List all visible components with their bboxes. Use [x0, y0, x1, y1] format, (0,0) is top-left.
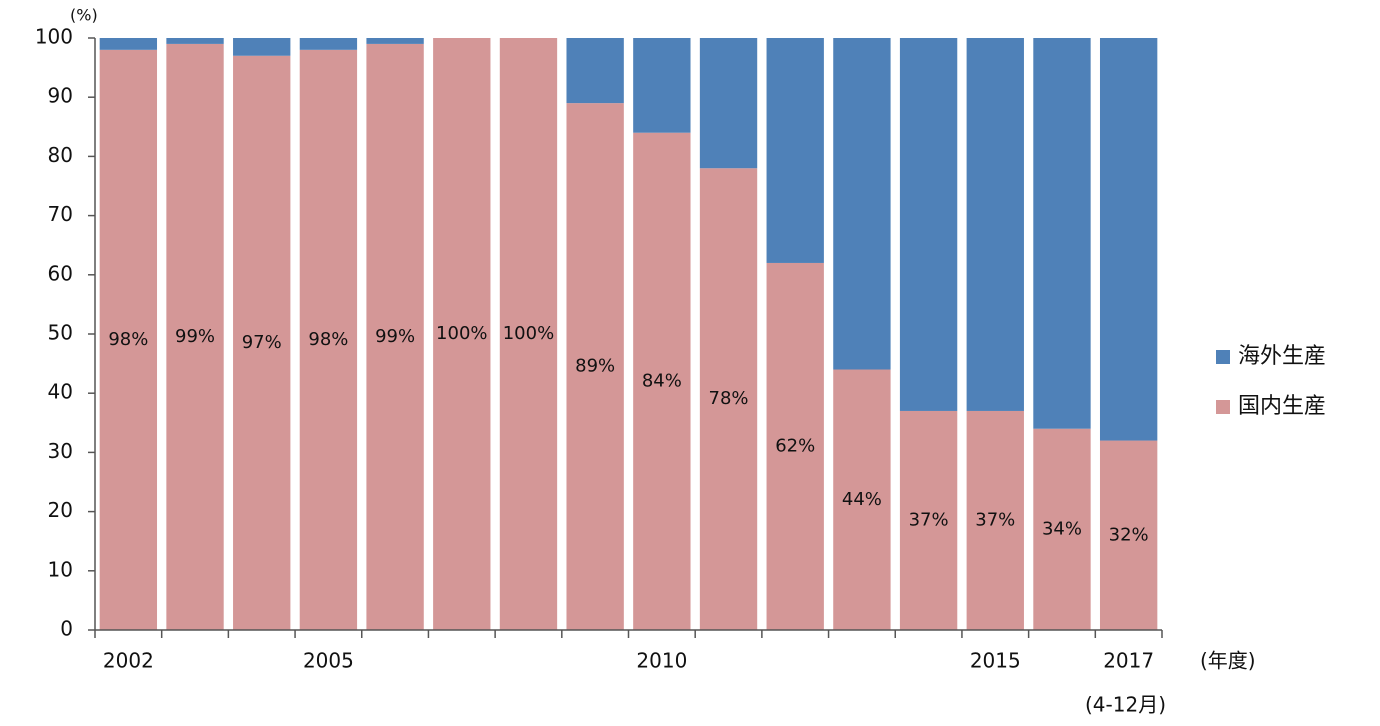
bar-segment [766, 38, 824, 263]
bar-segment [433, 38, 491, 630]
x-tick-label: 2010 [636, 649, 687, 673]
data-label: 100% [503, 323, 554, 344]
legend-swatch [1216, 400, 1230, 414]
bar-segment [166, 38, 224, 44]
data-label: 78% [709, 388, 749, 409]
bar-segment [499, 38, 558, 630]
data-label: 98% [108, 329, 148, 350]
data-label: 99% [175, 326, 215, 347]
y-tick-label: 30 [48, 439, 73, 463]
data-label: 84% [642, 370, 682, 391]
bar-segment [233, 38, 291, 56]
bar-segment [1033, 38, 1091, 429]
data-label: 37% [975, 509, 1015, 530]
y-tick-label: 90 [48, 84, 73, 108]
data-label: 98% [308, 329, 348, 350]
data-label: 100% [436, 323, 487, 344]
bar-segment [299, 49, 358, 630]
y-tick-label: 50 [48, 321, 73, 345]
legend-label: 海外生産 [1238, 344, 1326, 369]
annotation: (4-12月) [1085, 693, 1166, 717]
bar-segment [833, 38, 891, 370]
bar-segment [699, 168, 758, 631]
y-tick-label: 60 [48, 261, 73, 285]
bar-segment [966, 38, 1024, 411]
bar-segment [1099, 440, 1158, 630]
y-unit: (%) [70, 6, 98, 25]
data-label: 99% [375, 326, 415, 347]
bar-segment [566, 103, 624, 631]
x-tick-label: 2015 [970, 649, 1021, 673]
data-label: 97% [242, 332, 282, 353]
data-label: 34% [1042, 518, 1082, 539]
y-tick-label: 80 [48, 143, 73, 167]
bar-segment [166, 43, 224, 631]
bar-segment [99, 38, 158, 50]
bar-segment [899, 410, 958, 630]
y-tick-label: 70 [48, 202, 73, 226]
data-label: 62% [775, 435, 815, 456]
y-tick-label: 0 [60, 617, 73, 641]
bar-segment [766, 262, 824, 630]
y-tick-label: 20 [48, 498, 73, 522]
bar-segment [699, 38, 758, 169]
y-tick-label: 40 [48, 380, 73, 404]
data-label: 89% [575, 356, 615, 377]
bar-segment [366, 43, 424, 631]
bar-segment [366, 38, 424, 44]
data-label: 32% [1109, 524, 1149, 545]
data-label: 37% [909, 509, 949, 530]
bar-segment [566, 38, 624, 104]
bar-segment [1099, 38, 1158, 441]
bar-segment [966, 410, 1024, 630]
bar-segment [899, 38, 958, 411]
legend-swatch [1216, 350, 1230, 364]
legend-label: 国内生産 [1238, 394, 1326, 419]
y-tick-label: 10 [48, 557, 73, 581]
bar-segment [299, 38, 358, 50]
bar-segment [633, 132, 691, 630]
bar-segment [833, 369, 891, 630]
data-label: 44% [842, 489, 882, 510]
x-tick-label: 2005 [303, 649, 354, 673]
x-tick-label: 2017 [1103, 649, 1154, 673]
bar-segment [233, 55, 291, 630]
bar-segment [1033, 428, 1091, 630]
x-tick-label: 2002 [103, 649, 154, 673]
y-tick-label: 100 [35, 25, 73, 49]
bar-segment [99, 49, 158, 630]
bar-segment [633, 38, 691, 133]
x-unit: (年度) [1200, 649, 1256, 673]
